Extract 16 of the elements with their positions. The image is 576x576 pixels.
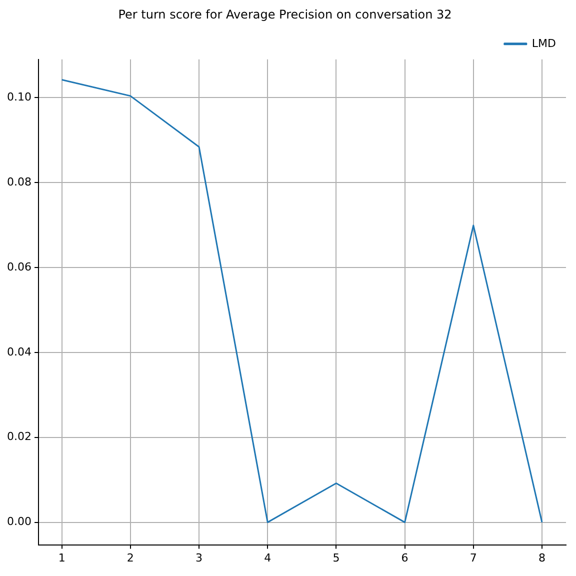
x-tick-label: 5 <box>332 551 340 564</box>
x-tick-label: 4 <box>264 551 272 564</box>
legend-label: LMD <box>532 36 556 50</box>
y-tick-label: 0.10 <box>6 90 32 104</box>
y-tick-label: 0.08 <box>6 175 32 188</box>
x-tick-label: 7 <box>470 551 477 564</box>
y-tick-label: 0.00 <box>6 515 32 528</box>
y-tick-label: 0.06 <box>6 260 32 274</box>
x-tick-label: 3 <box>196 551 203 564</box>
x-tick-label: 6 <box>401 551 408 564</box>
x-tick-label: 1 <box>58 551 66 564</box>
chart-title: Per turn score for Average Precision on conversation 32 <box>118 7 452 22</box>
y-tick-label: 0.02 <box>6 430 32 444</box>
x-tick-label: 8 <box>538 551 546 564</box>
y-tick-label: 0.04 <box>6 345 32 358</box>
x-tick-label: 2 <box>126 551 134 564</box>
